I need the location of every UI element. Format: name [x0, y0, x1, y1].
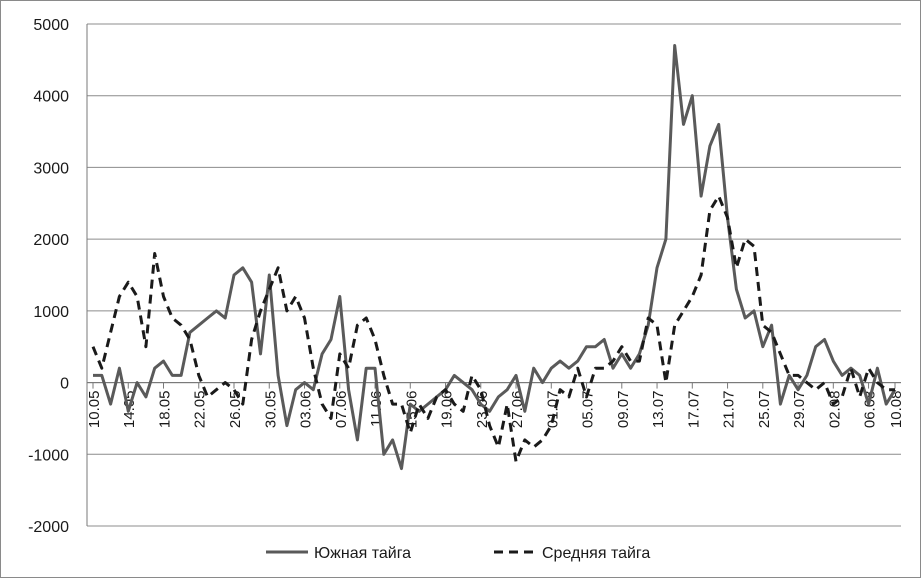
x-tick-label: 17.07 [685, 391, 702, 429]
y-tick-label: -1000 [28, 447, 69, 464]
y-tick-label: 4000 [33, 89, 69, 106]
x-tick-label: 02.08 [826, 391, 843, 429]
x-tick-label: 29.07 [791, 391, 808, 429]
y-tick-label: 3000 [33, 160, 69, 177]
y-tick-label: 2000 [33, 232, 69, 249]
x-tick-label: 07.06 [333, 391, 350, 429]
x-tick-label: 10.08 [888, 391, 905, 429]
x-tick-label: 26.05 [227, 391, 244, 429]
y-tick-label: 0 [60, 376, 69, 393]
x-tick-label: 03.06 [298, 391, 315, 429]
x-tick-label: 30.05 [262, 391, 279, 429]
x-tick-label: 18.05 [157, 391, 174, 429]
x-tick-label: 05.07 [580, 391, 597, 429]
y-tick-label: -2000 [28, 519, 69, 536]
series-line-2 [91, 194, 895, 463]
x-tick-label: 13.07 [650, 391, 667, 429]
x-tick-label: 10.05 [86, 391, 103, 429]
x-tick-label: 09.07 [615, 391, 632, 429]
legend-label: Южная тайга [314, 545, 411, 562]
legend-label: Средняя тайга [542, 545, 650, 562]
x-tick-label: 25.07 [756, 391, 773, 429]
y-tick-label: 1000 [33, 304, 69, 321]
x-tick-label: 19.06 [439, 391, 456, 429]
x-tick-label: 22.05 [192, 391, 209, 429]
x-tick-label: 21.07 [721, 391, 738, 429]
y-tick-label: 5000 [33, 17, 69, 34]
series-line-1 [93, 44, 897, 471]
